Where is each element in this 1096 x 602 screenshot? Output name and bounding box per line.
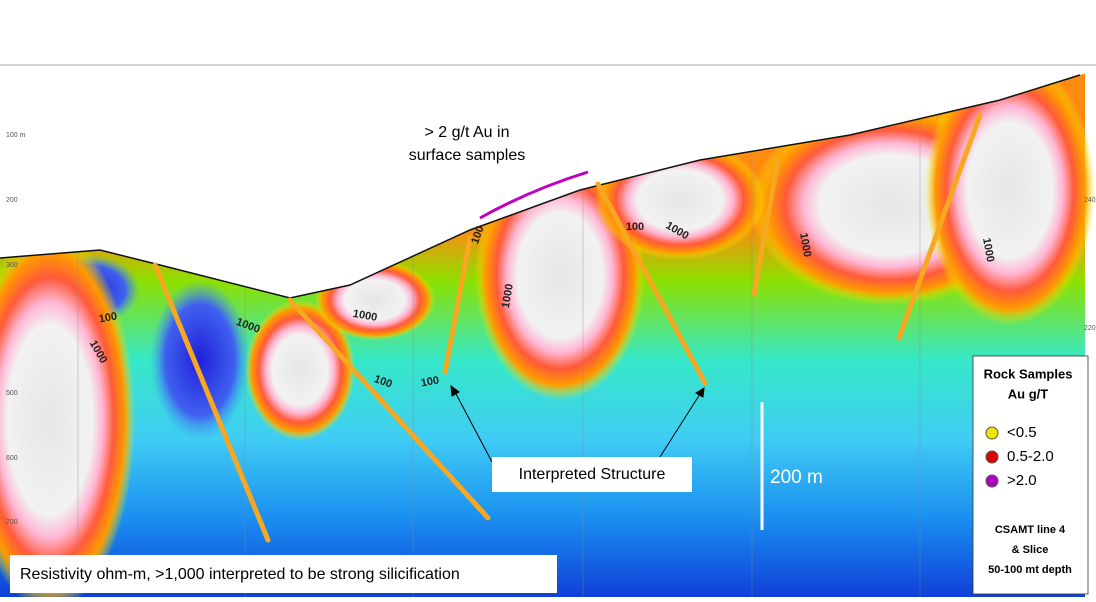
legend-note: & Slice xyxy=(1012,544,1049,556)
legend: Rock Samples Au g/T <0.5 0.5-2.0 >2.0 CSAM… xyxy=(972,355,1089,595)
legend-title: Au g/T xyxy=(1008,386,1048,401)
legend-note: CSAMT line 4 xyxy=(995,524,1066,536)
depth-label: 240 xyxy=(1084,197,1096,204)
annotation: > 2 g/t Au in xyxy=(425,124,510,141)
caption-box xyxy=(10,555,557,593)
contour-label: 1000 xyxy=(500,283,516,309)
scale-label: 200 m xyxy=(770,467,823,488)
depth-label: 500 xyxy=(6,390,18,397)
legend-swatch xyxy=(985,426,999,440)
legend-label: <0.5 xyxy=(1007,424,1037,441)
legend-swatch xyxy=(985,474,999,488)
caption: Resistivity ohm-m, >1,000 interpreted to… xyxy=(20,566,460,583)
depth-label: 600 xyxy=(6,455,18,462)
depth-label: 100 m xyxy=(6,132,26,139)
contour-label: 100 xyxy=(98,310,118,325)
annotation: Interpreted Structure xyxy=(519,466,666,483)
contour-label: 1000 xyxy=(980,237,996,263)
contour-label: 100 xyxy=(469,224,487,245)
legend-label: >2.0 xyxy=(1007,472,1037,489)
contour-label: 1000 xyxy=(797,232,813,258)
contour-label: 100 xyxy=(420,374,440,389)
legend-title: Rock Samples xyxy=(984,366,1073,381)
depth-label: 300 xyxy=(6,262,18,269)
contour-label: 100 xyxy=(372,373,393,391)
contour-label: 100 xyxy=(626,221,644,233)
depth-label: 220 xyxy=(1084,325,1096,332)
legend-note: 50-100 mt depth xyxy=(988,564,1072,576)
label-box xyxy=(492,457,692,492)
legend-label: 0.5-2.0 xyxy=(1007,448,1054,465)
annotation: surface samples xyxy=(409,147,526,164)
depth-label: 200 xyxy=(6,197,18,204)
contour-label: 1000 xyxy=(352,308,378,324)
depth-label: 700 xyxy=(6,519,18,526)
legend-swatch xyxy=(985,450,999,464)
